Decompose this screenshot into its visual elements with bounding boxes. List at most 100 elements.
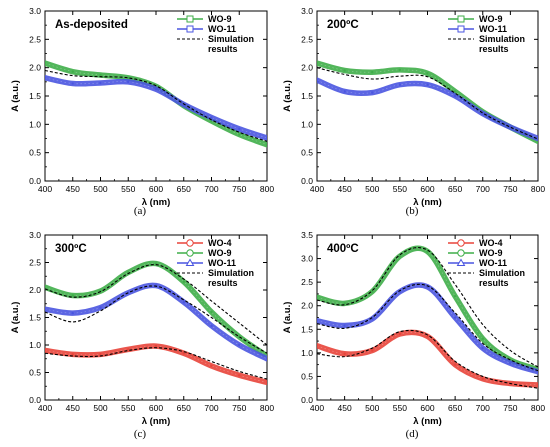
data-point bbox=[265, 381, 267, 384]
data-point bbox=[453, 316, 457, 319]
data-point bbox=[371, 71, 374, 74]
series-simulation-line bbox=[45, 347, 267, 380]
series-simulation-line bbox=[45, 285, 267, 354]
x-axis-label: λ (nm) bbox=[142, 416, 171, 427]
series-wo-9-line bbox=[45, 60, 267, 148]
x-axis-label: λ (nm) bbox=[413, 197, 442, 208]
plot-area bbox=[45, 260, 267, 386]
data-point bbox=[426, 72, 429, 75]
x-tick-label: 450 bbox=[66, 403, 80, 413]
y-tick-label: 0.0 bbox=[301, 395, 313, 405]
data-point bbox=[509, 362, 512, 365]
legend-symbol-wo-9 bbox=[448, 15, 474, 23]
panel-title: 400ºC bbox=[327, 243, 359, 255]
legend-label: Simulation bbox=[208, 268, 254, 278]
legend-symbol-wo-11 bbox=[448, 258, 474, 266]
data-point bbox=[210, 364, 213, 368]
data-point bbox=[453, 90, 457, 93]
data-point bbox=[210, 324, 213, 327]
x-tick-label: 750 bbox=[232, 184, 246, 194]
series-simulation-line bbox=[317, 247, 538, 368]
y-tick-label: 0.0 bbox=[29, 176, 41, 186]
y-tick-label: 3.0 bbox=[301, 254, 313, 264]
x-tick-label: 400 bbox=[38, 403, 52, 413]
y-tick-label: 3.0 bbox=[29, 6, 41, 16]
panel-title: As-deposited bbox=[55, 19, 128, 31]
x-tick-label: 450 bbox=[338, 184, 352, 194]
data-point bbox=[265, 136, 267, 140]
data-point bbox=[398, 255, 402, 258]
data-point bbox=[45, 349, 47, 352]
y-axis-label: A (a.u.) bbox=[282, 80, 293, 112]
x-tick-label: 750 bbox=[503, 403, 517, 413]
y-tick-label: 2.0 bbox=[301, 301, 313, 311]
y-tick-label: 2.0 bbox=[29, 285, 41, 295]
legend-label: results bbox=[479, 278, 509, 288]
y-tick-label: 1.5 bbox=[29, 91, 41, 101]
x-axis-label: λ (nm) bbox=[142, 197, 171, 208]
data-point bbox=[154, 88, 158, 91]
x-tick-label: 500 bbox=[365, 184, 379, 194]
legend-label: Simulation bbox=[208, 34, 254, 44]
y-tick-label: 0.5 bbox=[301, 148, 313, 158]
data-point bbox=[343, 302, 346, 305]
data-point bbox=[71, 82, 74, 85]
x-tick-label: 650 bbox=[177, 184, 191, 194]
plot-area bbox=[317, 245, 538, 389]
x-axis-label: λ (nm) bbox=[413, 416, 442, 427]
y-tick-label: 0.0 bbox=[301, 176, 313, 186]
data-point bbox=[265, 143, 267, 146]
legend-label: WO-9 bbox=[479, 14, 503, 24]
data-point bbox=[453, 295, 457, 298]
panel-caption: (b) bbox=[406, 205, 419, 217]
y-tick-label: 3.0 bbox=[301, 6, 313, 16]
panel-caption: (d) bbox=[406, 428, 419, 440]
x-tick-label: 400 bbox=[38, 184, 52, 194]
data-point bbox=[317, 296, 319, 299]
legend-symbol-wo-9 bbox=[448, 249, 474, 257]
data-point bbox=[99, 81, 102, 85]
legend-circle-marker bbox=[457, 239, 465, 247]
data-point bbox=[127, 76, 130, 80]
data-point bbox=[99, 306, 102, 309]
legend-circle-marker bbox=[186, 249, 194, 257]
legend-square-marker bbox=[186, 25, 194, 33]
data-point bbox=[398, 83, 402, 86]
x-tick-label: 600 bbox=[420, 403, 434, 413]
x-tick-label: 700 bbox=[476, 184, 490, 194]
x-tick-label: 700 bbox=[476, 403, 490, 413]
legend-label: WO-4 bbox=[479, 238, 503, 248]
legend-label: results bbox=[208, 44, 238, 54]
legend-label: results bbox=[208, 278, 238, 288]
x-tick-label: 650 bbox=[177, 403, 191, 413]
data-point bbox=[210, 116, 213, 119]
series-wo-4-line bbox=[45, 343, 267, 386]
data-point bbox=[343, 324, 346, 327]
series-simulation-line bbox=[45, 264, 267, 346]
legend-square-marker bbox=[186, 15, 194, 23]
y-tick-label: 2.5 bbox=[301, 277, 313, 287]
y-tick-label: 0.5 bbox=[301, 371, 313, 381]
data-point bbox=[210, 310, 213, 314]
data-point bbox=[182, 352, 185, 355]
data-point bbox=[265, 357, 267, 360]
x-tick-label: 800 bbox=[260, 184, 274, 194]
y-axis-label: A (a.u.) bbox=[10, 302, 21, 334]
series-simulation-line bbox=[317, 329, 538, 389]
data-point bbox=[426, 83, 429, 86]
data-point bbox=[99, 73, 102, 77]
data-point bbox=[317, 61, 319, 65]
panel-title: 200ºC bbox=[327, 19, 359, 31]
x-tick-label: 800 bbox=[260, 403, 274, 413]
series-wo-11-line bbox=[45, 75, 267, 141]
data-point bbox=[238, 133, 241, 136]
data-point bbox=[426, 335, 429, 338]
y-tick-label: 1.5 bbox=[301, 324, 313, 334]
series-wo-9-line bbox=[317, 60, 538, 145]
x-tick-label: 650 bbox=[448, 184, 462, 194]
legend-symbol-wo-9 bbox=[177, 249, 203, 257]
legend-label: WO-9 bbox=[208, 14, 232, 24]
x-tick-label: 500 bbox=[93, 184, 107, 194]
